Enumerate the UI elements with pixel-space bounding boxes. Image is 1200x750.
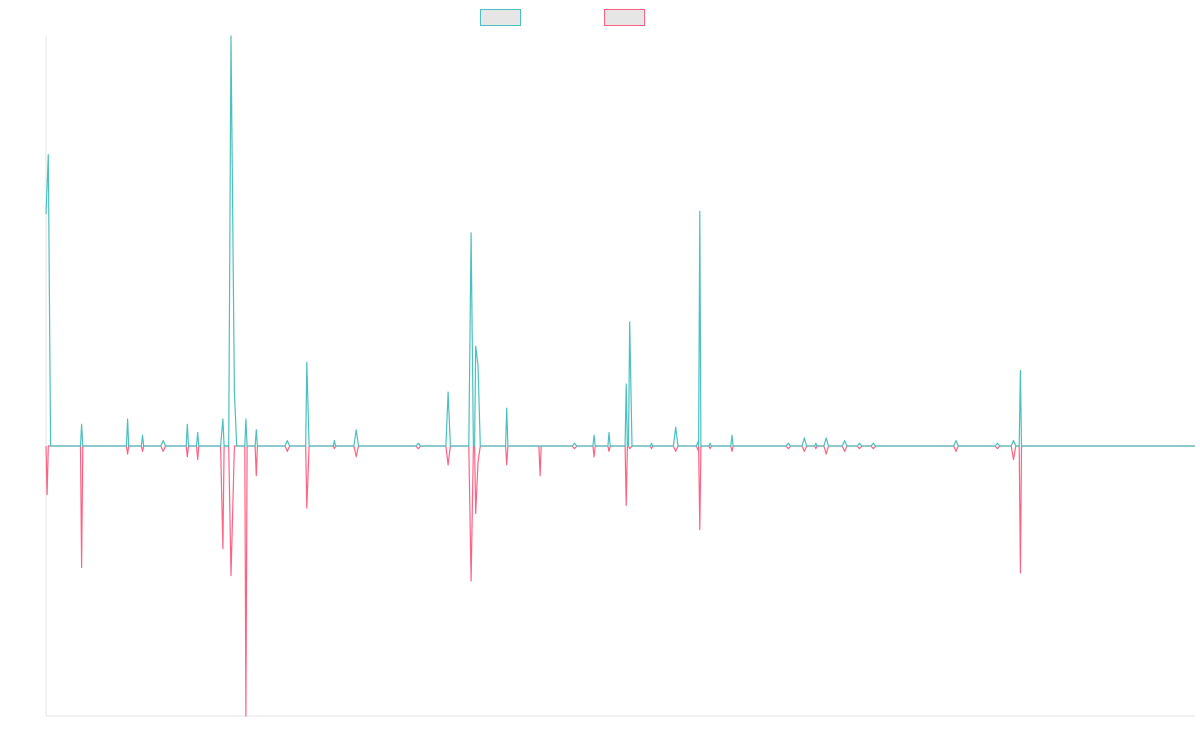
legend-swatch-0	[480, 9, 521, 26]
legend-item-0[interactable]	[480, 9, 521, 27]
legend-swatch-1	[604, 9, 645, 26]
legend	[0, 9, 1200, 27]
series-line-1	[45, 445, 1195, 717]
legend-item-1[interactable]	[604, 9, 645, 27]
series-line-0	[45, 35, 1195, 447]
